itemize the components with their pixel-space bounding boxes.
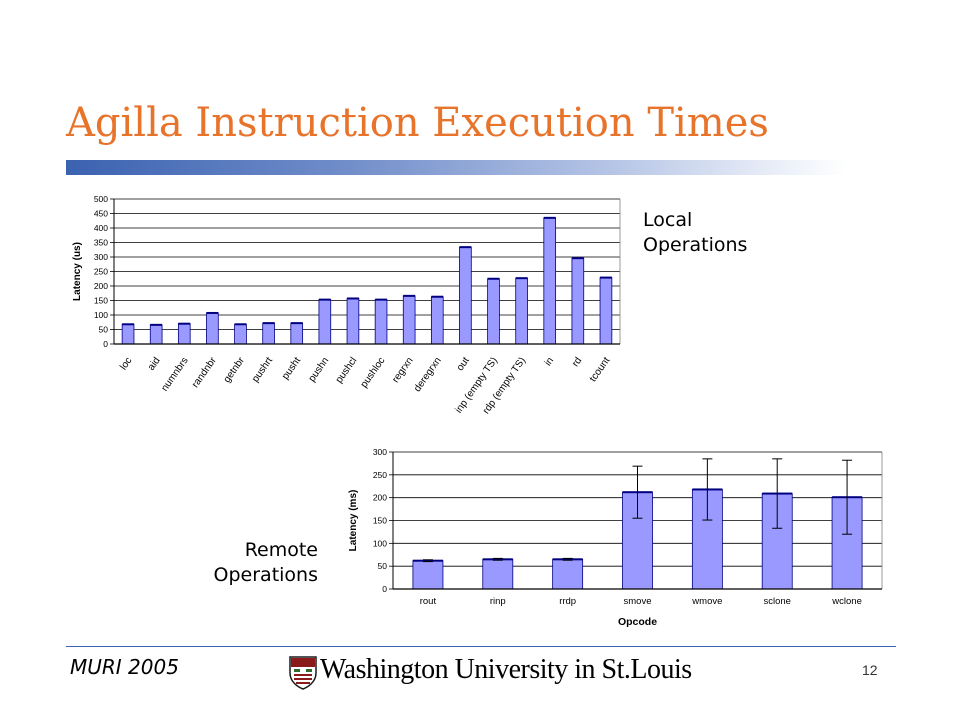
local-bar-cap-regrxn: [403, 294, 416, 297]
local-category-label: rd: [570, 355, 584, 369]
remote-bar-rinp: [482, 558, 514, 590]
university-shield-icon: [289, 656, 317, 690]
local-ytick-label: 150: [94, 296, 108, 306]
local-bar-numnbrs: [177, 323, 191, 345]
remote-ytick-label: 150: [373, 516, 387, 526]
local-bar-regrxn: [402, 295, 416, 345]
local-bar-deregrxn: [430, 296, 444, 345]
local-category-label: pushn: [307, 355, 332, 384]
remote-operations-label-text: Remote Operations: [213, 539, 318, 586]
local-category-label: pushloc: [359, 355, 388, 390]
local-category-label: numnbrs: [159, 355, 190, 393]
title-underline-bar: [66, 160, 846, 175]
local-category-label: regrxn: [390, 355, 415, 385]
local-bar-cap-getnbr: [234, 323, 247, 326]
local-bar-rd: [571, 257, 585, 345]
local-bar-tcount: [599, 277, 613, 345]
remote-ytick-label: 100: [373, 538, 387, 548]
local-bar-cap-rdp-empty-ts: [515, 277, 528, 280]
remote-ytick-label: 250: [373, 470, 387, 480]
local-category-label: in: [543, 355, 556, 368]
local-bar-randnbr: [206, 312, 219, 345]
remote-category-label: rrdp: [559, 596, 576, 607]
local-category-label: pusht: [280, 355, 303, 382]
remote-category-label: sclone: [763, 596, 790, 607]
local-bar-cap-tcount: [600, 276, 612, 279]
remote-category-label: rinp: [490, 596, 506, 607]
remote-xlabel: Opcode: [618, 616, 657, 628]
local-bar-in: [543, 217, 557, 345]
local-category-label: loc: [118, 355, 134, 372]
remote-category-label: wmove: [691, 596, 722, 607]
local-category-label: randnbr: [190, 355, 219, 390]
local-bar-cap-pushrt: [262, 322, 275, 325]
local-ylabel: Latency (us): [72, 242, 83, 301]
remote-ytick-label: 0: [382, 584, 387, 594]
local-bar-aid: [149, 324, 163, 345]
local-operations-label: Local Operations: [643, 208, 747, 258]
local-bar-cap-out: [459, 246, 472, 249]
footer-divider: [66, 646, 896, 647]
local-bar-cap-numnbrs: [178, 322, 191, 325]
local-ytick-label: 100: [94, 310, 108, 320]
local-bar-out: [459, 246, 472, 345]
local-bar-inp-empty-ts: [487, 278, 500, 345]
local-ytick-label: 200: [94, 281, 108, 291]
local-bar-cap-aid: [150, 323, 163, 326]
remote-ytick-label: 300: [373, 447, 387, 457]
local-bar-cap-randnbr: [206, 311, 219, 314]
remote-ytick-label: 50: [378, 561, 388, 571]
local-bar-cap-in: [543, 216, 556, 219]
footer-event-label: MURI 2005: [70, 655, 179, 679]
local-bar-cap-inp-empty-ts: [487, 277, 500, 280]
local-ytick-label: 250: [94, 267, 108, 277]
remote-category-label: wclone: [831, 596, 862, 607]
local-category-label: aid: [146, 355, 163, 372]
local-category-label: pushcl: [334, 355, 360, 385]
local-bar-pushrt: [262, 322, 275, 345]
remote-ytick-label: 200: [373, 493, 387, 503]
local-category-label: pushrt: [250, 355, 275, 384]
local-bar-rdp-empty-ts: [515, 277, 528, 345]
local-bar-getnbr: [234, 323, 247, 345]
local-bar-cap-pusht: [290, 322, 303, 325]
local-bar-cap-pushcl: [347, 297, 359, 300]
local-category-label: getnbr: [222, 355, 248, 385]
page-number: 12: [862, 662, 878, 678]
local-bar-cap-rd: [571, 257, 584, 260]
local-ytick-label: 450: [94, 209, 108, 219]
local-bar-pushn: [318, 299, 332, 345]
local-ytick-label: 300: [94, 252, 108, 262]
local-bar-loc: [121, 323, 135, 345]
local-category-label: tcount: [588, 355, 613, 384]
local-bar-cap-pushn: [318, 298, 331, 301]
university-wordmark: Washington University in St.Louis: [320, 654, 692, 685]
local-category-label: deregrxn: [412, 355, 444, 394]
local-bar-pusht: [290, 322, 304, 345]
local-operations-label-text: Local Operations: [643, 209, 748, 256]
remote-bar-rout: [412, 560, 444, 590]
local-bar-pushloc: [374, 299, 388, 345]
local-ytick-label: 400: [94, 223, 108, 233]
local-ytick-label: 500: [94, 194, 108, 204]
remote-bar-rrdp: [552, 558, 584, 590]
local-ytick-label: 350: [94, 238, 108, 248]
local-category-label: out: [455, 355, 472, 373]
remote-category-label: rout: [420, 596, 437, 607]
local-bar-cap-loc: [122, 323, 134, 326]
slide-title: Agilla Instruction Execution Times: [66, 100, 769, 146]
remote-category-label: smove: [624, 596, 652, 607]
local-ytick-label: 50: [99, 325, 109, 335]
local-bar-pushcl: [346, 298, 360, 345]
remote-operations-label: Remote Operations: [160, 538, 318, 588]
local-bar-cap-deregrxn: [431, 295, 444, 298]
remote-bar-wclone: [831, 496, 863, 590]
local-ytick-label: 0: [103, 339, 108, 349]
local-bar-cap-pushloc: [375, 298, 387, 301]
remote-ylabel: Latency (ms): [348, 490, 359, 552]
